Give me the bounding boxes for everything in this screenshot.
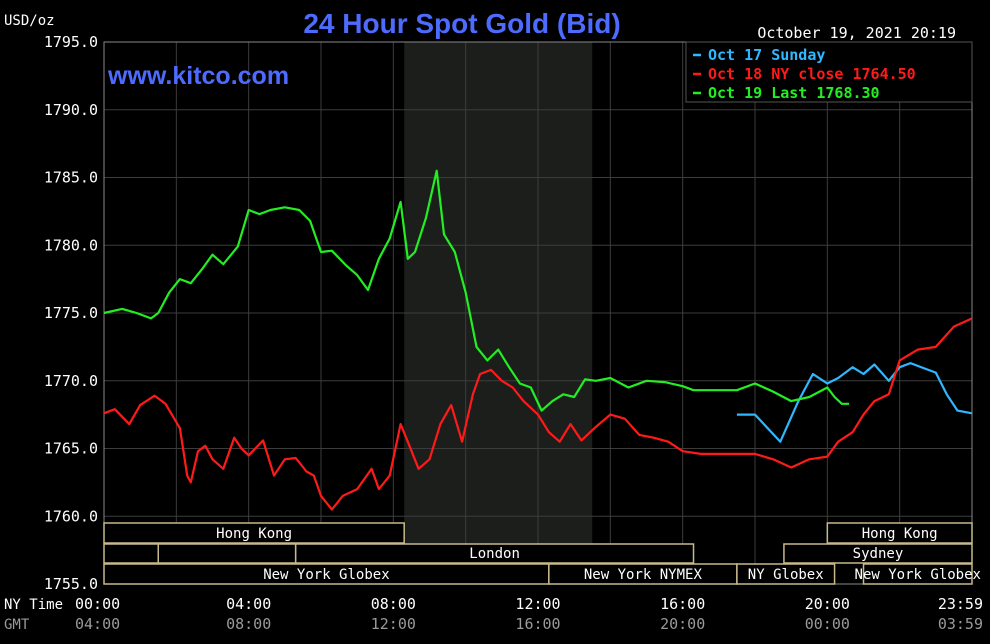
x-tick-label-ny: 12:00	[515, 595, 560, 613]
session-box: Hong Kong	[826, 522, 973, 544]
y-tick-label: 1785.0	[44, 169, 98, 187]
y-unit-label: USD/oz	[4, 13, 55, 29]
x-tick-label-gmt: 20:00	[660, 615, 705, 633]
session-box-frame	[103, 543, 159, 564]
y-tick-label: 1795.0	[44, 33, 98, 51]
session-label: Hong Kong	[216, 526, 292, 542]
y-tick-label: 1775.0	[44, 304, 98, 322]
session-box-frame	[157, 543, 297, 564]
x-tick-label-ny: 04:00	[226, 595, 271, 613]
session-box: Sydney	[783, 543, 973, 564]
session-box	[103, 543, 159, 564]
session-label: New York NYMEX	[584, 567, 703, 583]
session-box-frame	[294, 543, 695, 564]
session-label: Sydney	[853, 546, 904, 562]
session-box: NY Globex	[736, 563, 836, 585]
x-tick-label-gmt: 08:00	[226, 615, 271, 633]
y-tick-label: 1765.0	[44, 440, 98, 458]
session-label: London	[469, 546, 520, 562]
session-box: London	[294, 543, 695, 564]
y-tick-label: 1780.0	[44, 236, 98, 254]
x-tick-label-ny: 08:00	[371, 595, 416, 613]
session-box-frame	[103, 522, 405, 544]
series-line-1	[736, 362, 973, 443]
x-tick-label-gmt: 03:59	[938, 615, 983, 633]
session-box: Hong Kong	[103, 522, 405, 544]
session-box: New York Globex	[855, 563, 981, 585]
timestamp: October 19, 2021 20:19	[757, 24, 956, 42]
legend-entry: Oct 19 Last 1768.30	[708, 84, 880, 102]
session-box-frame	[736, 563, 836, 585]
ny-time-axis-label: NY Time	[4, 597, 63, 613]
session-box: New York Globex	[103, 563, 550, 585]
chart-title: 24 Hour Spot Gold (Bid)	[303, 8, 620, 39]
x-tick-label-ny: 23:59	[938, 595, 983, 613]
session-box-frame	[862, 563, 973, 585]
legend-box	[685, 41, 973, 103]
watermark: www.kitco.com	[107, 62, 289, 90]
session-label: Hong Kong	[862, 526, 938, 542]
series-line-2	[103, 317, 973, 511]
session-box	[157, 543, 297, 564]
legend-entry: Oct 17 Sunday	[708, 46, 825, 64]
x-tick-label-gmt: 12:00	[371, 615, 416, 633]
session-box: New York NYMEX	[548, 563, 738, 585]
x-tick-label-ny: 20:00	[805, 595, 850, 613]
y-tick-label: 1760.0	[44, 507, 98, 525]
session-label: New York Globex	[855, 567, 981, 583]
y-tick-label: 1790.0	[44, 101, 98, 119]
session-box-frame	[826, 522, 973, 544]
x-tick-label-gmt: 00:00	[805, 615, 850, 633]
x-tick-label-gmt: 16:00	[515, 615, 560, 633]
x-tick-label-gmt: 04:00	[75, 615, 120, 633]
legend-entry: Oct 18 NY close 1764.50	[708, 65, 916, 83]
x-tick-label-ny: 16:00	[660, 595, 705, 613]
y-tick-label: 1755.0	[44, 575, 98, 593]
session-box-frame	[783, 543, 973, 564]
session-label: NY Globex	[748, 567, 824, 583]
y-tick-label: 1770.0	[44, 372, 98, 390]
gmt-axis-label: GMT	[4, 617, 30, 633]
session-label: New York Globex	[263, 567, 389, 583]
x-tick-label-ny: 00:00	[75, 595, 120, 613]
series-line-3	[103, 169, 849, 412]
